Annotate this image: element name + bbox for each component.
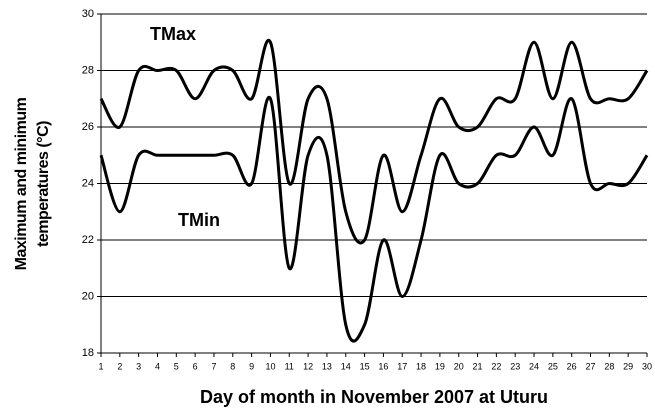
line: [99, 38, 649, 245]
x-tick-label: 19: [435, 361, 445, 371]
x-tick-label: 10: [265, 361, 275, 371]
x-tick-label: 5: [174, 361, 179, 371]
x-tick-label: 7: [211, 361, 216, 371]
series-label: TMax: [150, 24, 196, 44]
y-axis-label: Maximum and minimum: [13, 97, 30, 270]
x-tick-label: 22: [491, 361, 501, 371]
x-tick-label: 13: [322, 361, 332, 371]
x-tick-label: 20: [454, 361, 464, 371]
x-tick-label: 11: [285, 361, 294, 371]
x-tick-label: 29: [623, 361, 633, 371]
x-tick-label: 3: [136, 361, 141, 371]
y-tick-label: 22: [82, 234, 94, 246]
y-axis-label: temperatures (°C): [35, 121, 52, 247]
x-tick-label: 6: [193, 361, 198, 371]
y-tick-label: 24: [82, 177, 94, 189]
y-tick-label: 20: [82, 290, 94, 302]
y-tick-label: 28: [82, 64, 94, 76]
y-tick-label: 18: [82, 347, 94, 359]
x-tick-label: 8: [230, 361, 235, 371]
x-tick-label: 17: [397, 361, 407, 371]
x-tick-label: 12: [303, 361, 313, 371]
x-tick-label: 9: [249, 361, 254, 371]
x-tick-label: 24: [529, 361, 539, 371]
x-tick-label: 21: [473, 361, 483, 371]
x-tick-label: 16: [378, 361, 388, 371]
x-tick-label: 25: [548, 361, 558, 371]
y-tick-label: 30: [82, 8, 94, 20]
x-tick-label: 14: [341, 361, 351, 371]
x-tick-label: 18: [416, 361, 426, 371]
x-tick-label: 1: [98, 361, 103, 371]
x-tick-label: 23: [510, 361, 520, 371]
line: [99, 95, 649, 343]
y-tick-label: 26: [82, 121, 94, 133]
x-tick-label: 15: [360, 361, 370, 371]
x-axis-label: Day of month in November 2007 at Uturu: [200, 387, 548, 407]
x-tick-label: 30: [642, 361, 652, 371]
x-tick-label: 26: [567, 361, 577, 371]
series-label: TMin: [178, 210, 220, 230]
x-tick-label: 4: [155, 361, 160, 371]
x-tick-label: 27: [586, 361, 596, 371]
x-tick-label: 2: [117, 361, 122, 371]
x-tick-label: 28: [604, 361, 614, 371]
